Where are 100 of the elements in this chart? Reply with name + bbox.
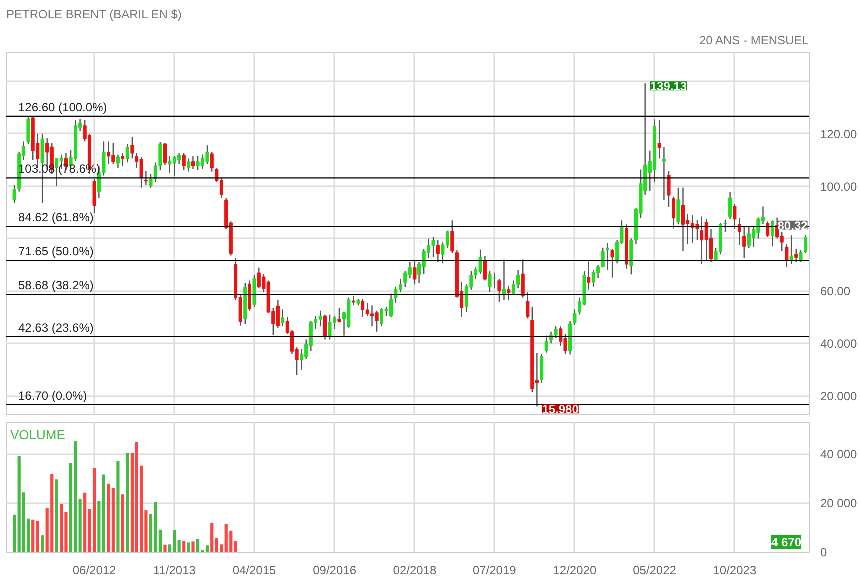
candlestick [573, 308, 577, 326]
candlestick [770, 220, 774, 248]
ref-line-label: 71.65 (50.0%) [18, 244, 94, 259]
x-tick-label: 04/2015 [232, 564, 277, 578]
chart-title: VOLUME [10, 428, 66, 442]
chart-subtitle: 20 ANS - MENSUEL [699, 34, 810, 48]
candlestick [804, 235, 808, 254]
x-tick-label: 06/2012 [72, 564, 117, 578]
y-tick-label: 20.000 [820, 390, 858, 404]
candlestick [540, 354, 544, 384]
bar [182, 540, 186, 552]
y-tick-label: 40 000 [820, 447, 858, 462]
candlestick [450, 220, 454, 254]
y-tick-label: 60.00 [820, 284, 851, 299]
candlestick [116, 154, 120, 169]
candlestick [300, 348, 304, 371]
candlestick [144, 170, 148, 186]
ref-line-label: 84.62 (61.8%) [18, 210, 94, 225]
candlestick [766, 221, 770, 238]
candlestick [323, 314, 327, 340]
candlestick [338, 308, 342, 324]
bar [32, 520, 35, 552]
ref-line-label: 126.60 (100.0%) [18, 100, 108, 115]
annotation: 139.13 [650, 80, 688, 94]
candlestick [436, 239, 440, 263]
y-tick-label: 0 [820, 546, 828, 560]
bar [164, 544, 167, 552]
bar [196, 540, 200, 552]
ref-line-label: 42.63 (23.6%) [18, 320, 94, 335]
candlestick [107, 141, 111, 166]
bar [69, 463, 73, 552]
annotation: 80.32 [778, 218, 808, 233]
bar [55, 480, 58, 552]
bar [18, 456, 21, 552]
candlestick [606, 242, 610, 271]
candlestick [507, 285, 511, 302]
candlestick [672, 196, 676, 230]
bar [192, 542, 195, 552]
x-tick-label: 05/2022 [633, 564, 677, 578]
candlestick [724, 219, 728, 234]
candlestick [681, 187, 686, 252]
x-tick-label: 12/2020 [553, 564, 597, 578]
candlestick [92, 178, 96, 214]
candlestick [498, 278, 502, 303]
candlestick [413, 260, 417, 286]
candlestick [210, 152, 214, 172]
x-tick-label: 09/2016 [313, 564, 357, 578]
candlestick [187, 158, 191, 172]
candlestick [26, 116, 30, 145]
bar [41, 536, 44, 552]
candlestick [281, 308, 285, 328]
candlestick [785, 243, 789, 268]
candlestick [742, 226, 746, 259]
candlestick [544, 335, 548, 354]
y-tick-label: 20 000 [820, 496, 858, 510]
candlestick [658, 120, 662, 160]
y-tick-label: 100.00 [820, 180, 858, 194]
candlestick [191, 156, 196, 170]
candlestick [121, 152, 125, 168]
candlestick [526, 292, 530, 320]
candlestick [676, 187, 680, 226]
x-tick-label: 11/2013 [153, 564, 196, 578]
candlestick [126, 144, 130, 164]
candlestick [667, 170, 671, 208]
x-tick-label: 07/2019 [472, 564, 517, 578]
y-tick-label: 120.00 [820, 127, 858, 142]
candlestick [610, 248, 614, 278]
candlestick [352, 296, 356, 306]
bar [13, 514, 16, 552]
bar [26, 518, 30, 552]
bar [36, 521, 40, 552]
y-tick-label: 40.000 [820, 337, 858, 352]
bar [210, 523, 214, 552]
bar [187, 542, 190, 552]
candlestick [12, 184, 16, 204]
candlestick [483, 255, 487, 282]
bar [158, 530, 162, 552]
bar [116, 461, 120, 552]
candlestick [521, 259, 525, 298]
annotation: 15.980 [542, 402, 580, 417]
candlestick [728, 192, 732, 220]
bar [126, 453, 130, 552]
candlestick [794, 248, 798, 263]
bar [121, 494, 124, 552]
candlestick [163, 142, 168, 166]
annotation: 4 670 [772, 536, 802, 550]
bar [206, 546, 210, 552]
candlestick [130, 136, 134, 160]
x-tick-label: 02/2018 [393, 564, 437, 578]
ref-line-label: 58.68 (38.2%) [18, 278, 94, 293]
candlestick [662, 146, 666, 202]
bar [178, 540, 181, 552]
candlestick [182, 152, 186, 172]
candlestick [733, 204, 737, 230]
ref-line-label: 16.70 (0.0%) [18, 388, 88, 403]
bar [98, 501, 101, 552]
bar [102, 474, 106, 552]
candlestick [587, 260, 591, 290]
x-tick-label: 10/2023 [713, 564, 757, 578]
chart-title: PETROLE BRENT (BARIL EN $) [6, 8, 182, 22]
